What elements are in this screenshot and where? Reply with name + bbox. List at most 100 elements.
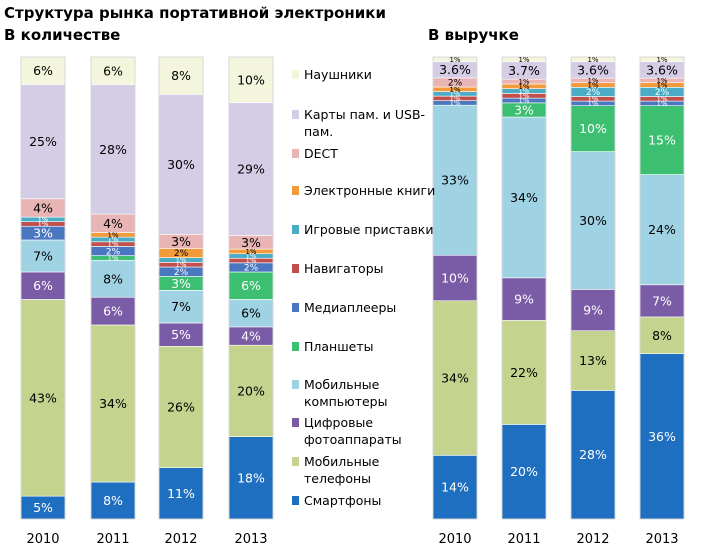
data-label: 7% bbox=[652, 293, 672, 308]
data-label: 1% bbox=[449, 90, 460, 98]
data-label: 6% bbox=[33, 63, 53, 78]
bar-segment bbox=[90, 84, 136, 215]
data-label: 4% bbox=[103, 216, 123, 231]
bar-segment bbox=[228, 56, 274, 104]
legend-item: Мобильные телефоны bbox=[292, 453, 442, 487]
data-label: 3.6% bbox=[646, 62, 678, 77]
data-label: 7% bbox=[171, 299, 191, 314]
legend-item: Цифровые фотоаппараты bbox=[292, 414, 442, 448]
bar-segment bbox=[20, 84, 66, 200]
data-label: 10% bbox=[441, 270, 469, 285]
data-label: 1% bbox=[656, 95, 667, 103]
data-label: 6% bbox=[103, 63, 123, 78]
legend-label: Наушники bbox=[304, 67, 372, 82]
x-tick-label: 2011 bbox=[96, 532, 129, 547]
data-label: 3.7% bbox=[508, 63, 540, 78]
data-label: 1% bbox=[518, 88, 529, 96]
bar-outline bbox=[90, 56, 136, 520]
data-label: 34% bbox=[99, 396, 127, 411]
legend-swatch bbox=[292, 186, 299, 195]
data-label: 6% bbox=[241, 278, 261, 293]
bar-outline bbox=[501, 56, 547, 520]
data-label: 14% bbox=[441, 480, 469, 495]
legend-label: Смартфоны bbox=[304, 493, 382, 508]
legend-swatch bbox=[292, 457, 299, 466]
bar-segment bbox=[432, 104, 478, 256]
data-label: 8% bbox=[103, 271, 123, 286]
x-tick-label: 2013 bbox=[234, 532, 267, 547]
data-label: 1% bbox=[107, 231, 118, 239]
data-label: 1% bbox=[518, 92, 529, 100]
data-label: 1% bbox=[587, 56, 598, 64]
data-label: 6% bbox=[33, 278, 53, 293]
legend-swatch bbox=[292, 149, 299, 158]
data-label: 1% bbox=[245, 253, 256, 261]
data-label: 9% bbox=[583, 303, 603, 318]
legend-swatch bbox=[292, 418, 299, 427]
x-tick-label: 2012 bbox=[164, 532, 197, 547]
data-label: 2% bbox=[586, 88, 601, 98]
bar-segment bbox=[501, 424, 547, 520]
legend-swatch bbox=[292, 303, 299, 312]
bar-segment bbox=[432, 254, 478, 302]
legend-item: Навигаторы bbox=[292, 260, 442, 277]
data-label: 2% bbox=[174, 249, 189, 259]
legend-swatch bbox=[292, 225, 299, 234]
bar-segment bbox=[158, 290, 204, 324]
legend-item: Электронные книги bbox=[292, 182, 442, 199]
quantity-chart: 5%43%6%7%3%1%1%4%25%6%20108%34%6%8%1%2%1… bbox=[20, 56, 274, 547]
bar-segment bbox=[501, 277, 547, 321]
legend-item: Медиаплееры bbox=[292, 299, 442, 316]
data-label: 18% bbox=[237, 470, 265, 485]
legend-swatch bbox=[292, 342, 299, 351]
bar-segment bbox=[639, 316, 685, 354]
legend-swatch bbox=[292, 70, 299, 79]
legend-label: Цифровые фотоаппараты bbox=[304, 415, 402, 447]
bar-segment bbox=[20, 271, 66, 300]
data-label: 1% bbox=[587, 82, 598, 90]
data-label: 30% bbox=[579, 213, 607, 228]
bar-segment bbox=[228, 344, 274, 437]
data-label: 1% bbox=[107, 236, 118, 244]
data-label: 34% bbox=[510, 190, 538, 205]
data-label: 1% bbox=[656, 100, 667, 108]
data-label: 8% bbox=[652, 328, 672, 343]
data-label: 36% bbox=[648, 429, 676, 444]
legend-item: DECT bbox=[292, 145, 442, 162]
data-label: 1% bbox=[587, 77, 598, 85]
legend-item: Игровые приставки bbox=[292, 221, 442, 238]
x-tick-label: 2010 bbox=[26, 532, 59, 547]
data-label: 25% bbox=[29, 134, 57, 149]
data-label: 2% bbox=[174, 268, 189, 278]
bar-segment bbox=[158, 346, 204, 468]
data-label: 15% bbox=[648, 133, 676, 148]
legend-label: Мобильные телефоны bbox=[304, 454, 380, 486]
bar-outline bbox=[432, 56, 478, 520]
data-label: 20% bbox=[237, 383, 265, 398]
data-label: 11% bbox=[167, 486, 195, 501]
bar-segment bbox=[570, 330, 616, 391]
legend-item: Наушники bbox=[292, 66, 442, 83]
bar-outline bbox=[228, 56, 274, 520]
x-tick-label: 2010 bbox=[438, 532, 471, 547]
data-label: 28% bbox=[99, 142, 127, 157]
data-label: 1% bbox=[107, 241, 118, 249]
bar-outline bbox=[570, 56, 616, 520]
data-label: 2% bbox=[448, 79, 463, 89]
data-label: 33% bbox=[441, 173, 469, 188]
data-label: 1% bbox=[656, 77, 667, 85]
legend-swatch bbox=[292, 496, 299, 505]
bar-segment bbox=[639, 284, 685, 318]
data-label: 1% bbox=[37, 220, 48, 228]
data-label: 3.6% bbox=[577, 62, 609, 77]
x-tick-label: 2012 bbox=[576, 532, 609, 547]
legend-item: Карты пам. и USB-пам. bbox=[292, 106, 442, 140]
legend-label: Карты пам. и USB-пам. bbox=[304, 107, 426, 139]
data-label: 1% bbox=[518, 78, 529, 86]
data-label: 9% bbox=[514, 292, 534, 307]
data-label: 29% bbox=[237, 162, 265, 177]
data-label: 1% bbox=[175, 257, 186, 265]
bar-outline bbox=[20, 56, 66, 520]
bar-segment bbox=[570, 390, 616, 520]
